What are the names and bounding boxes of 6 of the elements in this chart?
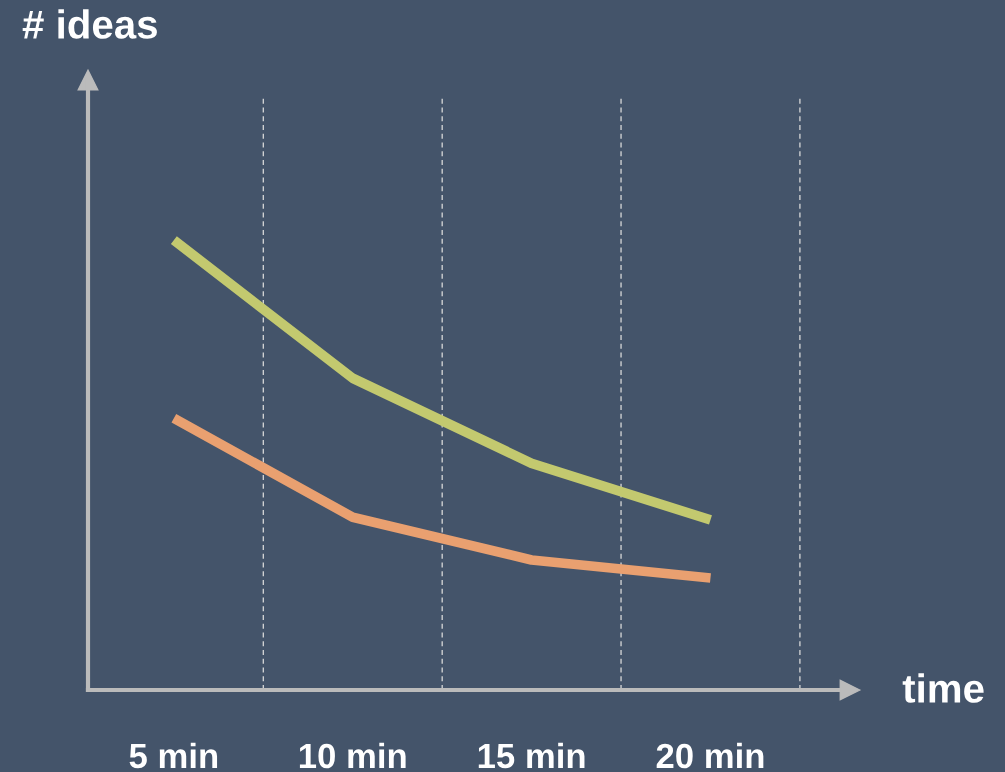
x-tick-label: 10 min xyxy=(299,742,406,769)
x-tick-label: 15 min xyxy=(478,742,585,769)
x-tick-label: 20 min xyxy=(656,742,764,769)
y-axis-title: # ideas xyxy=(22,9,157,39)
x-tick-label: 5 min xyxy=(129,742,218,769)
x-axis-title: time xyxy=(902,673,984,703)
